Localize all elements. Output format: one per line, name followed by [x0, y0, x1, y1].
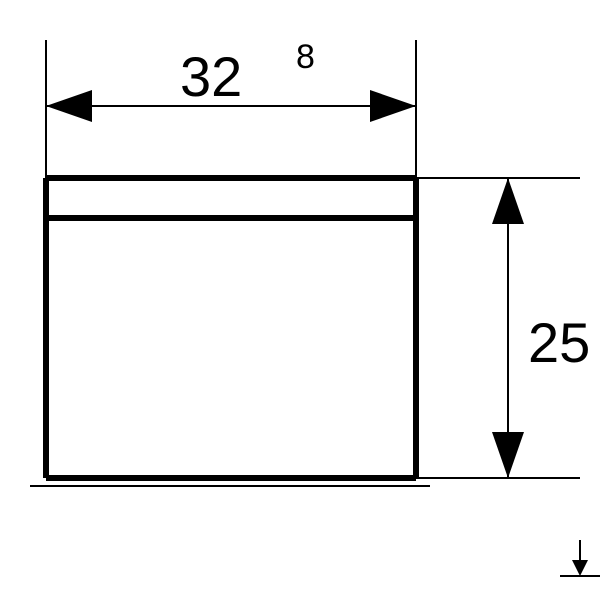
dimension-width-sup: 8 [296, 38, 315, 76]
dimension-width-value: 32 [180, 45, 242, 108]
dimension-height-value: 25 [528, 311, 590, 374]
